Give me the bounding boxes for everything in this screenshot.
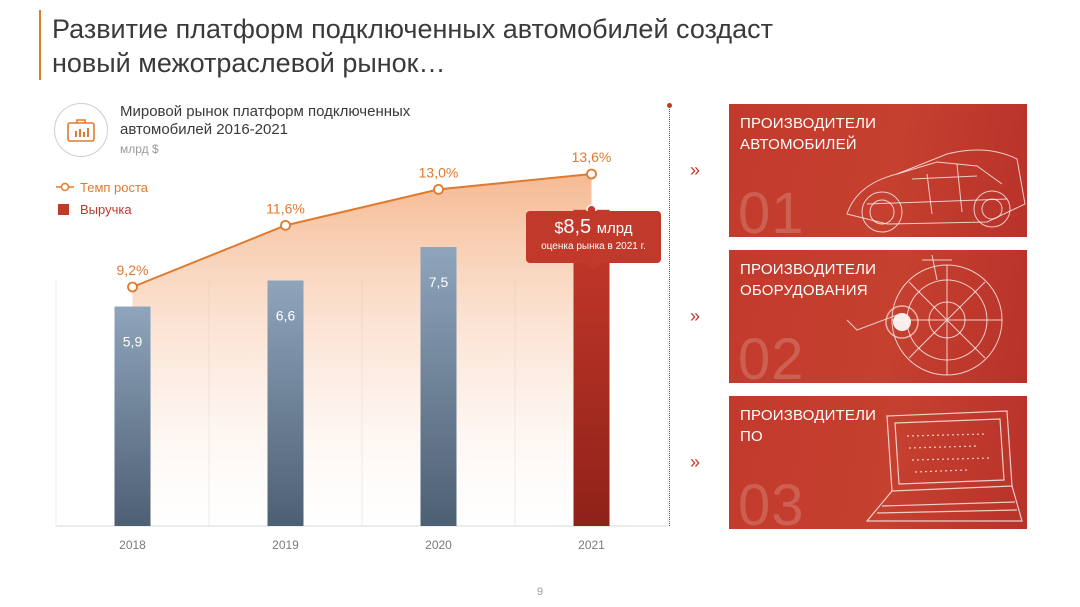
chevron-right-icon: » <box>690 160 701 180</box>
chevron-right-icon: » <box>690 306 701 326</box>
card-label-line-2: АВТОМОБИЛЕЙ <box>740 136 857 153</box>
growth-value-label: 9,2% <box>117 262 149 278</box>
revenue-bar <box>267 280 304 526</box>
page-title-line-1: Развитие платформ подключенных автомобил… <box>52 14 773 44</box>
legend-growth: Темп роста <box>56 176 148 198</box>
market-estimate-callout: $8,5 млрд оценка рынка в 2021 г. <box>526 211 661 270</box>
bar-value-label: 6,6 <box>276 307 296 323</box>
growth-point <box>280 219 291 231</box>
chart-legend: Темп роста Выручка <box>56 176 148 220</box>
growth-value-label: 13,6% <box>572 149 612 165</box>
legend-growth-label: Темп роста <box>80 179 149 195</box>
divider-dot <box>667 103 672 108</box>
chart-title: Мировой рынок платформ подключенных авто… <box>120 103 411 138</box>
card-software-manufacturers[interactable]: ПРОИЗВОДИТЕЛИ ПО 03 <box>729 396 1027 529</box>
growth-value-label: 13,0% <box>419 164 459 180</box>
callout-note: оценка рынка в 2021 г. <box>541 241 646 252</box>
callout-value: 8,5 <box>563 216 592 238</box>
legend-revenue-label: Выручка <box>80 201 132 217</box>
card-label-line-2: ПО <box>740 428 763 445</box>
laptop-icon <box>865 410 1023 522</box>
callout-unit: млрд <box>596 220 633 237</box>
bar-value-label: 5,9 <box>123 334 143 350</box>
callout-amount: $8,5 млрд <box>526 215 661 241</box>
line-marker-icon <box>56 182 74 192</box>
page-title: Развитие платформ подключенных автомобил… <box>52 12 872 80</box>
growth-point <box>586 168 597 180</box>
card-label: ПРОИЗВОДИТЕЛИ ПО <box>740 405 876 447</box>
card-number: 02 <box>738 327 805 383</box>
growth-point <box>127 281 138 293</box>
page-title-line-2: новый межотраслевой рынок… <box>52 48 446 78</box>
page-number: 9 <box>536 586 544 598</box>
revenue-bar <box>114 306 151 526</box>
chart-plot: 5,9 2018 6,6 2019 7,5 2020 2021 9,2% 11,6% 13,0% 1… <box>55 149 669 552</box>
x-tick-label: 2019 <box>272 538 299 552</box>
card-label-line-2: ОБОРУДОВАНИЯ <box>740 282 868 299</box>
legend-revenue: Выручка <box>56 198 148 220</box>
card-number: 03 <box>738 473 805 529</box>
growth-line <box>132 173 592 288</box>
callout-currency: $ <box>554 220 564 237</box>
revenue-bar <box>420 247 457 526</box>
card-equipment-manufacturers[interactable]: ПРОИЗВОДИТЕЛИ ОБОРУДОВАНИЯ 02 <box>729 250 1027 383</box>
growth-point <box>433 184 444 195</box>
bar-value-label: 7,5 <box>429 274 449 290</box>
chevron-right-icon: » <box>690 452 701 472</box>
x-tick-label: 2018 <box>119 538 146 552</box>
car-wireframe-icon <box>846 149 1026 233</box>
chart-unit: млрд $ <box>120 142 159 156</box>
card-car-manufacturers[interactable]: ПРОИЗВОДИТЕЛИ АВТОМОБИЛЕЙ 01 <box>729 104 1027 237</box>
growth-area <box>132 174 592 526</box>
card-label-line-1: ПРОИЗВОДИТЕЛИ <box>740 115 877 132</box>
divider-line <box>669 106 671 526</box>
card-label: ПРОИЗВОДИТЕЛИ ОБОРУДОВАНИЯ <box>740 259 876 301</box>
x-tick-label: 2020 <box>425 538 452 552</box>
card-label-line-1: ПРОИЗВОДИТЕЛИ <box>740 407 877 424</box>
title-accent-bar <box>39 10 41 80</box>
card-number: 01 <box>738 181 805 237</box>
square-marker-icon <box>58 203 69 215</box>
growth-value-label: 11,6% <box>266 200 305 216</box>
wheel-suspension-icon <box>846 254 1003 376</box>
card-label: ПРОИЗВОДИТЕЛИ АВТОМОБИЛЕЙ <box>740 113 876 155</box>
briefcase-chart-icon <box>54 103 108 157</box>
x-tick-label: 2021 <box>578 538 605 552</box>
card-label-line-1: ПРОИЗВОДИТЕЛИ <box>740 261 877 278</box>
